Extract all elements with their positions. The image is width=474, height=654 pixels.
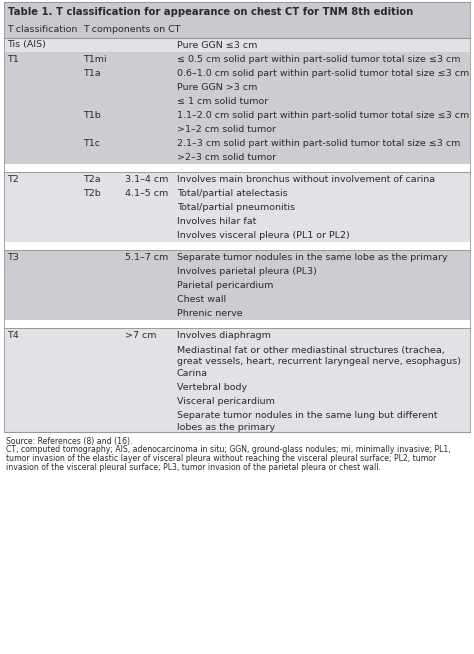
Bar [4,52,470,66]
Text: T1: T1 [7,54,19,63]
Text: T classification: T classification [7,26,77,35]
Text: 2.1–3 cm solid part within part-solid tumor total size ≤3 cm: 2.1–3 cm solid part within part-solid tu… [177,139,460,148]
Bar [4,408,470,432]
Bar [4,200,470,214]
Bar [4,136,470,150]
Bar [4,94,470,108]
Text: Pure GGN >3 cm: Pure GGN >3 cm [177,82,257,92]
Text: Separate tumor nodules in the same lung but different: Separate tumor nodules in the same lung … [177,411,438,421]
Text: Involves diaphragm: Involves diaphragm [177,330,271,339]
Bar [4,186,470,200]
Text: T2: T2 [7,175,19,184]
Bar [4,242,470,250]
Text: ≤ 1 cm solid tumor: ≤ 1 cm solid tumor [177,97,268,105]
Bar [4,342,470,366]
Text: ≤ 0.5 cm solid part within part-solid tumor total size ≤3 cm: ≤ 0.5 cm solid part within part-solid tu… [177,54,461,63]
Bar [4,80,470,94]
Text: Tis (AIS): Tis (AIS) [7,41,46,50]
Text: 0.6–1.0 cm solid part within part-solid tumor total size ≤3 cm: 0.6–1.0 cm solid part within part-solid … [177,69,469,78]
Text: 3.1–4 cm: 3.1–4 cm [125,175,168,184]
Text: >2–3 cm solid tumor: >2–3 cm solid tumor [177,152,276,162]
Bar [4,150,470,164]
Bar [4,66,470,80]
Bar [4,250,470,264]
Text: T1b: T1b [83,111,101,120]
Text: T3: T3 [7,252,19,262]
Text: Involves hilar fat: Involves hilar fat [177,216,256,226]
Text: T components on CT: T components on CT [83,26,181,35]
Text: Phrenic nerve: Phrenic nerve [177,309,243,317]
Text: Chest wall: Chest wall [177,294,226,303]
Text: >1–2 cm solid tumor: >1–2 cm solid tumor [177,124,276,133]
Bar [4,366,470,380]
Text: 5.1–7 cm: 5.1–7 cm [125,252,168,262]
Text: Parietal pericardium: Parietal pericardium [177,281,273,290]
Bar [4,394,470,408]
Text: Table 1. T classification for appearance on chest CT for TNM 8th edition: Table 1. T classification for appearance… [8,7,413,17]
Bar [4,164,470,172]
Text: T1c: T1c [83,139,100,148]
Text: tumor invasion of the elastic layer of visceral pleura without reaching the visc: tumor invasion of the elastic layer of v… [6,454,436,463]
Bar [4,22,470,38]
Text: T1mi: T1mi [83,54,107,63]
Bar [4,122,470,136]
Text: CT, computed tomography; AIS, adenocarcinoma in situ; GGN, ground-glass nodules;: CT, computed tomography; AIS, adenocarci… [6,445,451,455]
Text: Total/partial atelectasis: Total/partial atelectasis [177,188,288,198]
Text: Involves parietal pleura (PL3): Involves parietal pleura (PL3) [177,266,317,275]
Text: Total/partial pneumonitis: Total/partial pneumonitis [177,203,295,211]
Text: lobes as the primary: lobes as the primary [177,424,275,432]
Bar [4,228,470,242]
Bar [4,320,470,328]
Text: Vertebral body: Vertebral body [177,383,247,392]
Bar [4,2,470,22]
Text: Source: References (8) and (16).: Source: References (8) and (16). [6,437,133,446]
Bar [4,172,470,186]
Text: Pure GGN ≤3 cm: Pure GGN ≤3 cm [177,41,257,50]
Text: great vessels, heart, recurrent laryngeal nerve, esophagus): great vessels, heart, recurrent laryngea… [177,358,461,366]
Text: T4: T4 [7,330,19,339]
Text: 1.1–2.0 cm solid part within part-solid tumor total size ≤3 cm: 1.1–2.0 cm solid part within part-solid … [177,111,469,120]
Bar [4,328,470,342]
Text: >7 cm: >7 cm [125,330,156,339]
Text: Separate tumor nodules in the same lobe as the primary: Separate tumor nodules in the same lobe … [177,252,447,262]
Bar [4,306,470,320]
Bar [4,264,470,278]
Text: Visceral pericardium: Visceral pericardium [177,396,275,405]
Text: 4.1–5 cm: 4.1–5 cm [125,188,168,198]
Bar [4,214,470,228]
Text: Mediastinal fat or other mediastinal structures (trachea,: Mediastinal fat or other mediastinal str… [177,345,445,354]
Text: T2a: T2a [83,175,100,184]
Text: Involves visceral pleura (PL1 or PL2): Involves visceral pleura (PL1 or PL2) [177,230,350,239]
Text: invasion of the visceral pleural surface; PL3, tumor invasion of the parietal pl: invasion of the visceral pleural surface… [6,462,381,472]
Bar [4,278,470,292]
Text: Carina: Carina [177,368,208,377]
Text: T1a: T1a [83,69,100,78]
Text: Involves main bronchus without involvement of carina: Involves main bronchus without involveme… [177,175,435,184]
Bar [4,38,470,52]
Bar [4,108,470,122]
Bar [4,292,470,306]
Bar [4,380,470,394]
Text: T2b: T2b [83,188,101,198]
